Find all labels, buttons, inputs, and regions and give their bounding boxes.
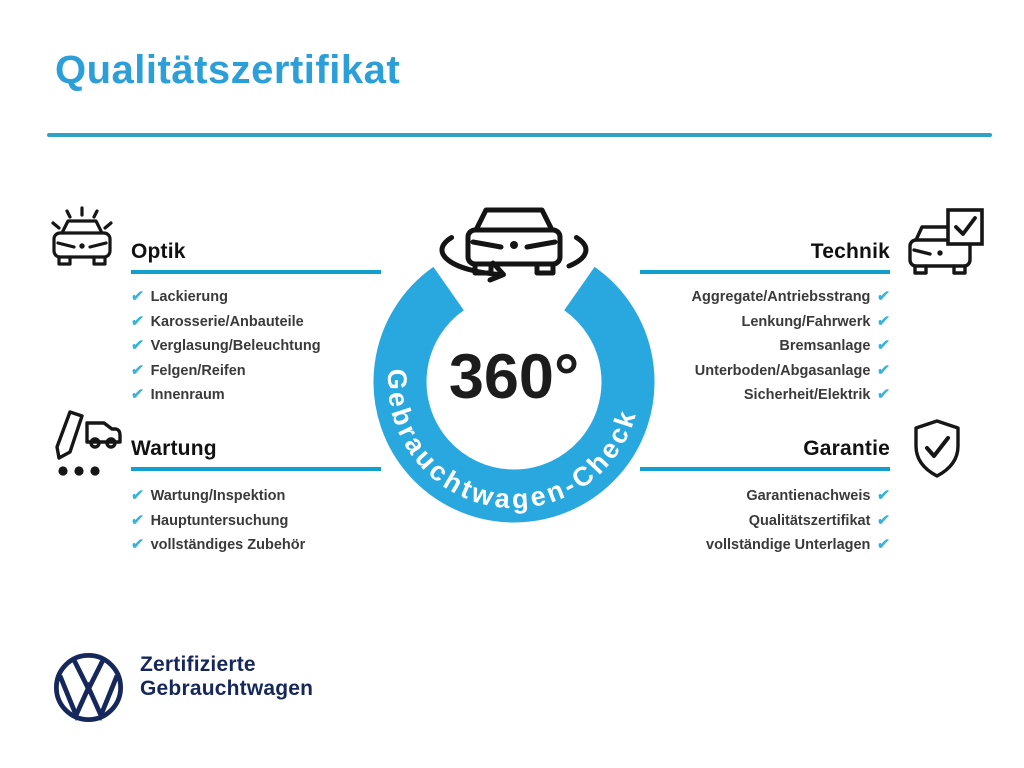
title-divider [47,133,992,137]
list-item: ✔ vollständiges Zubehör [130,533,306,558]
check-icon: ✔ [876,386,891,403]
garantie-list: Garantienachweis ✔ Qualitätszertifikat ✔ v… [560,484,891,558]
brand-line-1: Zertifizierte [140,653,256,676]
list-item: ✔ Verglasung/Beleuchtung [130,334,321,359]
list-item: Sicherheit/Elektrik ✔ [560,383,891,408]
list-item-label: Bremsanlage [779,338,871,354]
list-item-label: Felgen/Reifen [150,362,246,379]
brand-text: Zertifizierte Gebrauchtwagen [140,653,313,701]
list-item-label: Innenraum [150,387,225,403]
pencil-van-icon [55,410,122,476]
list-item-label: vollständige Unterlagen [706,537,871,553]
check-icon: ✔ [876,487,891,504]
list-item: ✔ Felgen/Reifen [130,359,321,384]
list-item-label: vollständiges Zubehör [150,537,306,553]
check-icon: ✔ [876,288,891,305]
car-shine-icon [51,206,113,266]
list-item: ✔ Lackierung [130,285,321,310]
list-item: Unterboden/Abgasanlage ✔ [560,359,891,384]
list-item: ✔ Innenraum [130,383,321,408]
list-item-label: Garantienachweis [746,488,871,504]
check-icon: ✔ [876,361,891,379]
car-checkbox-icon [908,208,984,275]
list-item: vollständige Unterlagen ✔ [560,533,891,558]
list-item-label: Wartung/Inspektion [150,488,286,504]
check-icon: ✔ [876,337,891,354]
check-icon: ✔ [130,337,145,354]
list-item-label: Unterboden/Abgasanlage [694,362,871,379]
section-title-garantie: Garantie [640,437,890,471]
wartung-list: ✔ Wartung/Inspektion ✔ Hauptuntersuchung ✔… [130,484,306,558]
badge-center-label: 360° [449,342,579,412]
list-item: Qualitätszertifikat ✔ [560,509,891,534]
brand-line-2: Gebrauchtwagen [140,677,314,700]
check-icon: ✔ [876,312,891,330]
list-item: ✔ Wartung/Inspektion [130,484,305,509]
vw-logo [54,653,123,722]
rotation-arrowhead [487,260,506,283]
check-icon: ✔ [876,536,891,553]
technik-list: Aggregate/Antriebsstrang ✔ Lenkung/Fahrwe… [560,285,891,408]
list-item-label: Lenkung/Fahrwerk [741,313,871,330]
list-item: ✔ Hauptuntersuchung [130,509,305,534]
check-icon: ✔ [876,511,891,529]
list-item: Lenkung/Fahrwerk ✔ [560,310,891,335]
list-item: Garantienachweis ✔ [560,484,891,509]
list-item-label: Aggregate/Antriebsstrang [691,289,871,305]
list-item-label: Hauptuntersuchung [150,512,289,529]
360-check-badge: Gebrauchtwagen-Check 360° [373,207,655,523]
check-icon: ✔ [130,487,145,504]
shield-check-icon [914,419,960,478]
optik-list: ✔ Lackierung ✔ Karosserie/Anbauteile ✔ Verg… [130,285,321,408]
list-item-label: Verglasung/Beleuchtung [150,338,321,354]
section-title-technik: Technik [640,240,890,274]
section-title-wartung: Wartung [131,437,381,471]
list-item: Aggregate/Antriebsstrang ✔ [560,285,891,310]
list-item: Bremsanlage ✔ [560,334,891,359]
check-icon: ✔ [130,312,145,330]
check-icon: ✔ [130,288,145,305]
page-title: Qualitätszertifikat [55,48,401,92]
check-icon: ✔ [130,536,145,553]
list-item-label: Lackierung [150,289,228,305]
rotation-arrow-right [566,235,589,269]
section-title-optik: Optik [131,240,381,274]
check-icon: ✔ [130,386,145,403]
list-item-label: Qualitätszertifikat [748,512,871,529]
badge-ring [373,266,655,523]
list-item: ✔ Karosserie/Anbauteile [130,310,321,335]
list-item-label: Sicherheit/Elektrik [743,387,871,403]
rotating-car-icon [439,207,589,283]
check-icon: ✔ [130,511,145,529]
check-icon: ✔ [130,361,145,379]
list-item-label: Karosserie/Anbauteile [150,313,304,330]
